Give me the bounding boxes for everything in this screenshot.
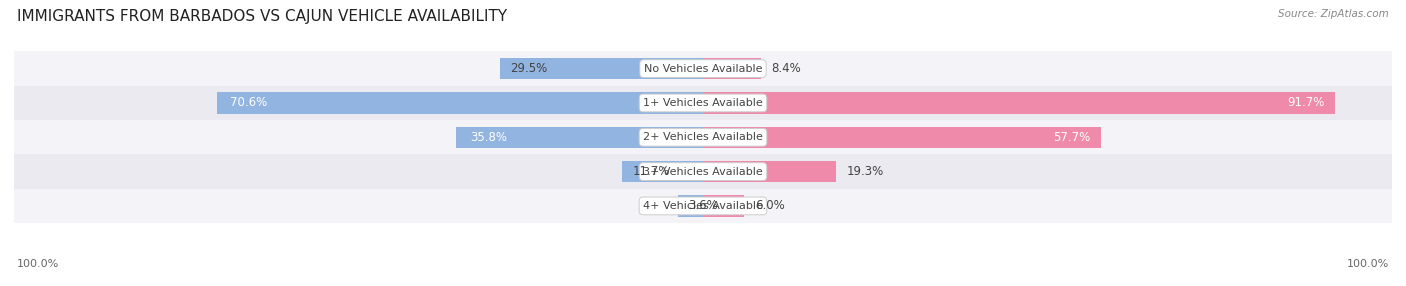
Text: 100.0%: 100.0% xyxy=(1347,259,1389,269)
Text: 4+ Vehicles Available: 4+ Vehicles Available xyxy=(643,201,763,211)
Bar xyxy=(217,92,703,114)
Text: 70.6%: 70.6% xyxy=(231,96,267,110)
Bar xyxy=(457,127,703,148)
Bar xyxy=(703,127,1101,148)
Text: 100.0%: 100.0% xyxy=(17,259,59,269)
Text: No Vehicles Available: No Vehicles Available xyxy=(644,64,762,74)
Text: 6.0%: 6.0% xyxy=(755,199,785,212)
Text: 3+ Vehicles Available: 3+ Vehicles Available xyxy=(643,167,763,176)
Text: 11.7%: 11.7% xyxy=(633,165,671,178)
Text: 3.6%: 3.6% xyxy=(689,199,718,212)
Text: 91.7%: 91.7% xyxy=(1286,96,1324,110)
Text: 29.5%: 29.5% xyxy=(510,62,547,75)
Bar xyxy=(703,58,761,79)
Text: 8.4%: 8.4% xyxy=(772,62,801,75)
Bar xyxy=(703,92,1334,114)
Text: 1+ Vehicles Available: 1+ Vehicles Available xyxy=(643,98,763,108)
Text: 35.8%: 35.8% xyxy=(470,131,508,144)
Text: IMMIGRANTS FROM BARBADOS VS CAJUN VEHICLE AVAILABILITY: IMMIGRANTS FROM BARBADOS VS CAJUN VEHICL… xyxy=(17,9,508,23)
Bar xyxy=(14,154,1392,189)
Bar xyxy=(14,189,1392,223)
Bar xyxy=(703,161,837,182)
Bar xyxy=(14,120,1392,154)
Text: Source: ZipAtlas.com: Source: ZipAtlas.com xyxy=(1278,9,1389,19)
Text: 19.3%: 19.3% xyxy=(846,165,883,178)
Bar xyxy=(14,51,1392,86)
Bar xyxy=(14,86,1392,120)
Bar xyxy=(623,161,703,182)
Bar xyxy=(678,195,703,217)
Text: 2+ Vehicles Available: 2+ Vehicles Available xyxy=(643,132,763,142)
Bar xyxy=(703,195,744,217)
Text: 57.7%: 57.7% xyxy=(1053,131,1090,144)
Bar xyxy=(499,58,703,79)
